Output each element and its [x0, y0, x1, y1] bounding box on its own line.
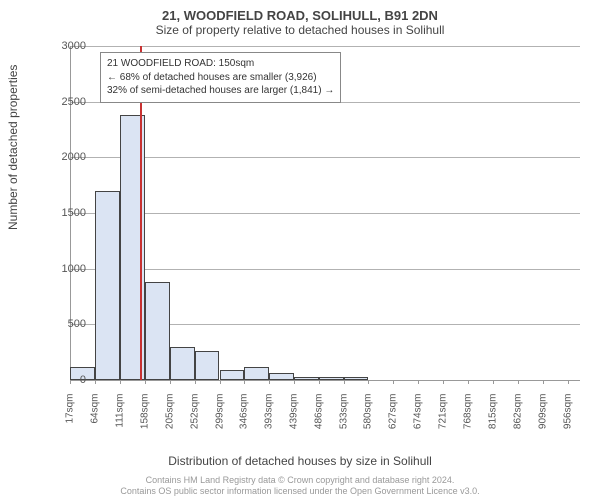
- attribution-line: Contains OS public sector information li…: [0, 486, 600, 498]
- histogram-bar: [344, 377, 369, 380]
- histogram-bar: [269, 373, 294, 380]
- gridline: [70, 157, 580, 158]
- x-tick: [294, 380, 295, 384]
- x-tick: [418, 380, 419, 384]
- x-tick-label: 909sqm: [537, 394, 548, 444]
- page-title: 21, WOODFIELD ROAD, SOLIHULL, B91 2DN: [0, 0, 600, 23]
- x-axis-line: [70, 380, 580, 381]
- x-tick-label: 111sqm: [114, 394, 125, 444]
- x-tick-label: 956sqm: [562, 394, 573, 444]
- x-tick: [393, 380, 394, 384]
- histogram-bar: [170, 347, 195, 380]
- x-tick-label: 64sqm: [89, 394, 100, 444]
- attribution: Contains HM Land Registry data © Crown c…: [0, 475, 600, 498]
- x-tick: [95, 380, 96, 384]
- annotation-line: 32% of semi-detached houses are larger (…: [107, 84, 334, 98]
- histogram-bar: [244, 367, 269, 380]
- y-tick-label: 1500: [40, 207, 86, 219]
- x-tick: [443, 380, 444, 384]
- histogram-bar: [294, 377, 319, 380]
- x-tick: [468, 380, 469, 384]
- x-tick: [244, 380, 245, 384]
- x-tick: [120, 380, 121, 384]
- x-tick-label: 299sqm: [214, 394, 225, 444]
- y-tick-label: 3000: [40, 40, 86, 52]
- x-tick-label: 486sqm: [313, 394, 324, 444]
- annotation-line: 21 WOODFIELD ROAD: 150sqm: [107, 57, 334, 71]
- x-tick: [220, 380, 221, 384]
- x-tick-label: 158sqm: [139, 394, 150, 444]
- histogram-bar: [195, 351, 220, 380]
- annotation-box: 21 WOODFIELD ROAD: 150sqm← 68% of detach…: [100, 52, 341, 103]
- x-tick-label: 346sqm: [239, 394, 250, 444]
- x-axis-label: Distribution of detached houses by size …: [0, 454, 600, 468]
- x-tick-label: 721sqm: [438, 394, 449, 444]
- x-tick-label: 627sqm: [388, 394, 399, 444]
- y-tick-label: 2000: [40, 151, 86, 163]
- x-tick-label: 252sqm: [189, 394, 200, 444]
- gridline: [70, 213, 580, 214]
- x-tick-label: 580sqm: [363, 394, 374, 444]
- x-tick-label: 393sqm: [264, 394, 275, 444]
- y-tick-label: 2500: [40, 96, 86, 108]
- x-tick: [368, 380, 369, 384]
- gridline: [70, 269, 580, 270]
- annotation-line: ← 68% of detached houses are smaller (3,…: [107, 71, 334, 85]
- x-tick-label: 815sqm: [488, 394, 499, 444]
- y-axis-label: Number of detached properties: [6, 65, 20, 230]
- histogram-bar: [145, 282, 170, 380]
- x-tick-label: 439sqm: [288, 394, 299, 444]
- gridline: [70, 46, 580, 47]
- x-tick: [145, 380, 146, 384]
- x-tick: [518, 380, 519, 384]
- x-tick: [195, 380, 196, 384]
- y-tick-label: 1000: [40, 263, 86, 275]
- histogram-bar: [220, 370, 245, 380]
- x-tick: [493, 380, 494, 384]
- x-tick-label: 205sqm: [164, 394, 175, 444]
- chart-area: 17sqm64sqm111sqm158sqm205sqm252sqm299sqm…: [70, 46, 580, 426]
- y-tick-label: 500: [40, 318, 86, 330]
- x-tick-label: 533sqm: [338, 394, 349, 444]
- x-tick-label: 768sqm: [463, 394, 474, 444]
- page-subtitle: Size of property relative to detached ho…: [0, 23, 600, 41]
- x-tick-label: 862sqm: [512, 394, 523, 444]
- y-tick-label: 0: [40, 374, 86, 386]
- x-tick: [170, 380, 171, 384]
- x-tick: [543, 380, 544, 384]
- x-tick: [269, 380, 270, 384]
- attribution-line: Contains HM Land Registry data © Crown c…: [0, 475, 600, 487]
- x-tick: [344, 380, 345, 384]
- x-tick-label: 17sqm: [65, 394, 76, 444]
- histogram-bar: [95, 191, 120, 380]
- x-tick: [319, 380, 320, 384]
- histogram-bar: [319, 377, 344, 380]
- x-tick: [568, 380, 569, 384]
- figure-container: 21, WOODFIELD ROAD, SOLIHULL, B91 2DN Si…: [0, 0, 600, 500]
- plot-region: 17sqm64sqm111sqm158sqm205sqm252sqm299sqm…: [70, 46, 580, 426]
- x-tick-label: 674sqm: [413, 394, 424, 444]
